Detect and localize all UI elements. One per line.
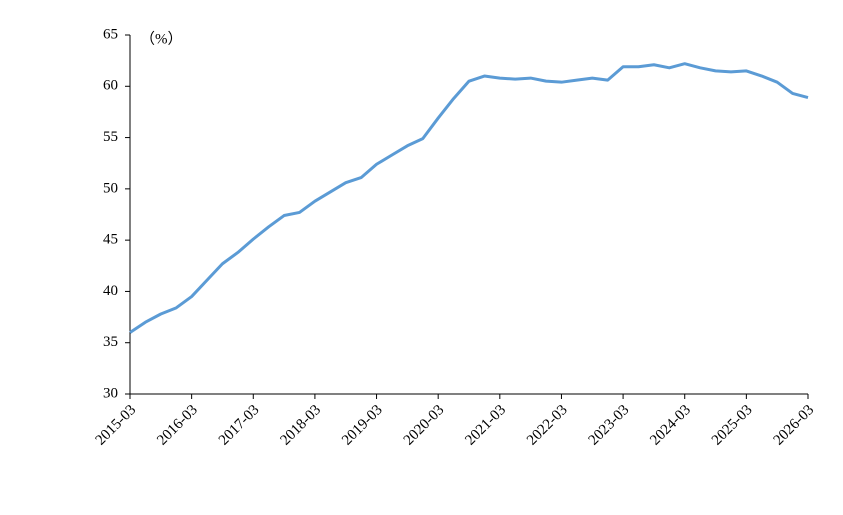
y-tick-label: 50 — [103, 180, 118, 196]
x-tick-label: 2017-03 — [216, 402, 263, 449]
y-tick-label: 60 — [103, 78, 118, 94]
x-tick-label: 2016-03 — [154, 402, 201, 449]
data-line — [129, 62, 809, 334]
y-tick-label: 65 — [103, 26, 118, 42]
y-tick-label: 55 — [103, 129, 118, 145]
x-tick-label: 2019-03 — [339, 402, 386, 449]
y-tick-label: 45 — [103, 232, 118, 248]
x-tick-label: 2022-03 — [524, 402, 571, 449]
x-tick-label: 2024-03 — [647, 402, 694, 449]
x-tick-label: 2026-03 — [771, 402, 818, 449]
x-tick-label: 2023-03 — [586, 402, 633, 449]
x-tick-label: 2018-03 — [277, 402, 324, 449]
y-axis-label: （%） — [140, 30, 183, 47]
x-tick-label: 2020-03 — [401, 402, 448, 449]
y-tick-label: 30 — [103, 385, 118, 401]
x-tick-label: 2021-03 — [462, 402, 509, 449]
y-tick-label: 35 — [103, 334, 118, 350]
y-tick-label: 40 — [103, 283, 118, 299]
x-tick-label: 2025-03 — [709, 402, 756, 449]
x-tick-label: 2015-03 — [93, 402, 140, 449]
